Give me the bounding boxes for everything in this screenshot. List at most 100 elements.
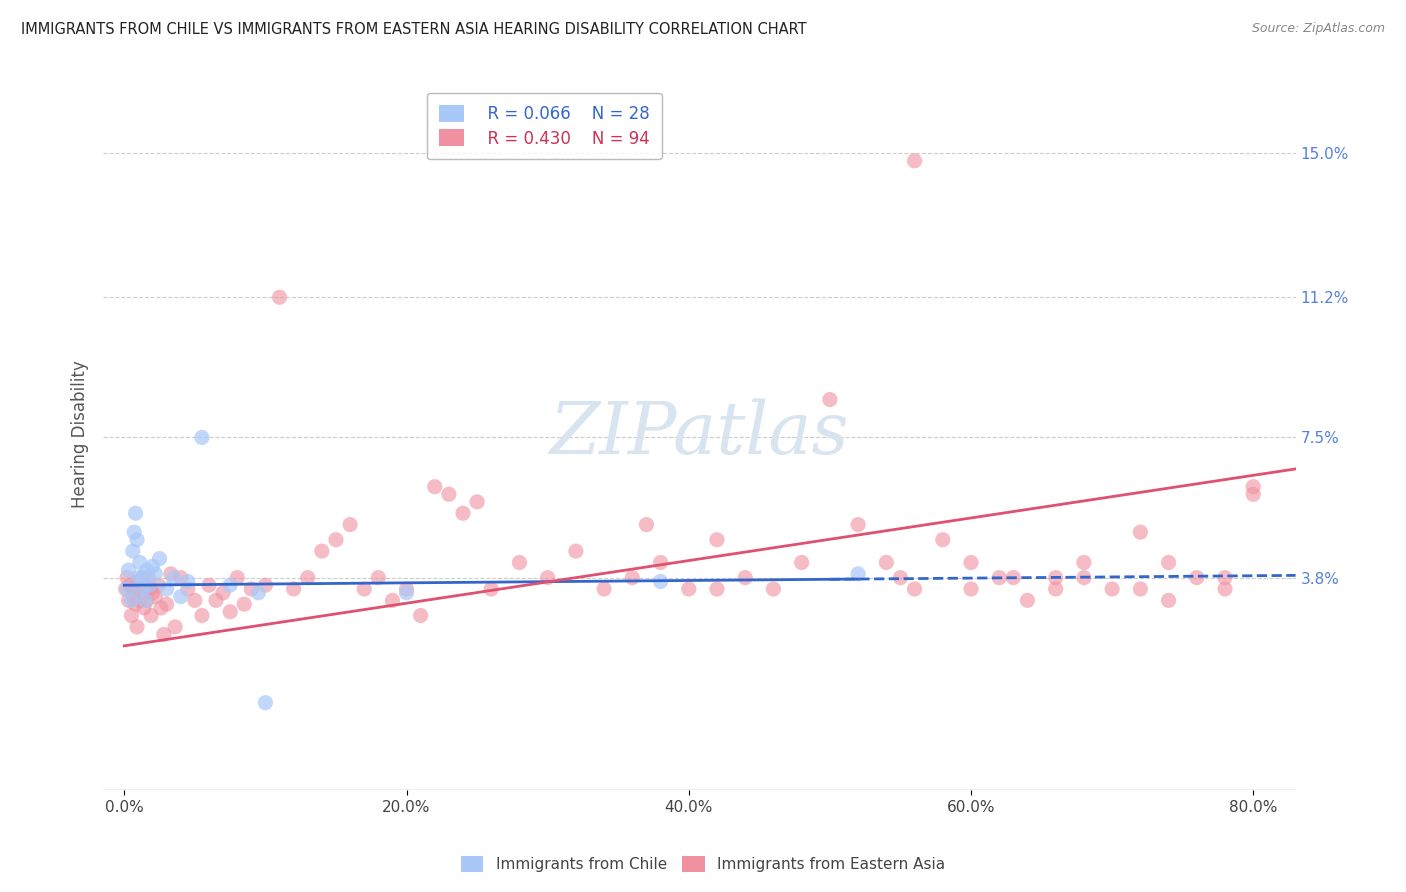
Point (191, 608, 214, 623)
Point (1045, 571, 1067, 585)
Text: Source: ZipAtlas.com: Source: ZipAtlas.com (1251, 22, 1385, 36)
Point (650, 574, 672, 589)
Point (115, 582, 138, 596)
Point (465, 495, 488, 509)
Point (762, 582, 785, 596)
Point (1073, 556, 1095, 570)
Point (134, 586, 156, 600)
Y-axis label: Hearing Disability: Hearing Disability (72, 359, 89, 508)
Point (706, 533, 728, 547)
Legend:   R = 0.066    N = 28,   R = 0.430    N = 94: R = 0.066 N = 28, R = 0.430 N = 94 (427, 93, 662, 160)
Point (254, 578, 277, 592)
Point (219, 605, 242, 619)
Point (125, 620, 148, 634)
Point (297, 571, 319, 585)
Point (135, 563, 157, 577)
Point (247, 586, 270, 600)
Point (1017, 593, 1039, 607)
Point (1185, 571, 1208, 585)
Point (565, 544, 588, 558)
Point (163, 571, 186, 585)
Point (1157, 556, 1180, 570)
Point (423, 480, 446, 494)
Point (120, 608, 142, 623)
Point (903, 582, 925, 596)
Point (233, 597, 256, 611)
Point (650, 556, 672, 570)
Point (960, 556, 983, 570)
Point (1002, 571, 1025, 585)
Point (1213, 571, 1236, 585)
Text: ZIPatlas: ZIPatlas (550, 399, 849, 469)
Point (115, 571, 138, 585)
Point (141, 559, 163, 574)
Point (1045, 582, 1067, 596)
Point (177, 582, 200, 596)
Point (339, 517, 361, 532)
Point (191, 430, 214, 444)
Point (226, 571, 249, 585)
Point (205, 593, 228, 607)
Point (1129, 525, 1152, 540)
Point (846, 566, 869, 581)
Point (124, 506, 146, 520)
Point (790, 556, 813, 570)
Point (150, 601, 173, 615)
Point (1157, 593, 1180, 607)
Point (122, 590, 145, 604)
Point (156, 582, 179, 596)
Point (254, 696, 277, 710)
Point (129, 582, 152, 596)
Point (117, 593, 139, 607)
Point (508, 556, 530, 570)
Point (118, 578, 141, 592)
Point (128, 593, 150, 607)
Point (170, 571, 193, 585)
Point (353, 582, 375, 596)
Point (1101, 582, 1123, 596)
Point (153, 627, 176, 641)
Point (219, 578, 242, 592)
Point (131, 571, 153, 585)
Point (889, 571, 911, 585)
Point (138, 582, 160, 596)
Point (135, 593, 157, 607)
Point (636, 517, 658, 532)
Point (960, 582, 983, 596)
Point (395, 582, 418, 596)
Point (121, 544, 143, 558)
Point (678, 582, 700, 596)
Point (1241, 487, 1264, 501)
Point (124, 597, 146, 611)
Point (136, 571, 159, 585)
Point (114, 582, 136, 596)
Point (160, 566, 183, 581)
Point (198, 578, 221, 592)
Point (395, 586, 418, 600)
Point (156, 597, 179, 611)
Point (381, 593, 404, 607)
Point (903, 153, 925, 168)
Legend: Immigrants from Chile, Immigrants from Eastern Asia: Immigrants from Chile, Immigrants from E… (453, 848, 953, 880)
Point (240, 582, 263, 596)
Point (846, 517, 869, 532)
Point (409, 608, 432, 623)
Point (1129, 582, 1152, 596)
Point (451, 506, 474, 520)
Point (141, 586, 163, 600)
Point (134, 593, 156, 607)
Point (127, 574, 149, 589)
Point (148, 551, 170, 566)
Point (138, 578, 160, 592)
Point (537, 571, 560, 585)
Point (593, 582, 616, 596)
Point (283, 582, 305, 596)
Point (621, 571, 644, 585)
Point (325, 533, 347, 547)
Text: IMMIGRANTS FROM CHILE VS IMMIGRANTS FROM EASTERN ASIA HEARING DISABILITY CORRELA: IMMIGRANTS FROM CHILE VS IMMIGRANTS FROM… (21, 22, 807, 37)
Point (1213, 582, 1236, 596)
Point (129, 582, 152, 596)
Point (139, 608, 162, 623)
Point (367, 571, 389, 585)
Point (269, 290, 291, 304)
